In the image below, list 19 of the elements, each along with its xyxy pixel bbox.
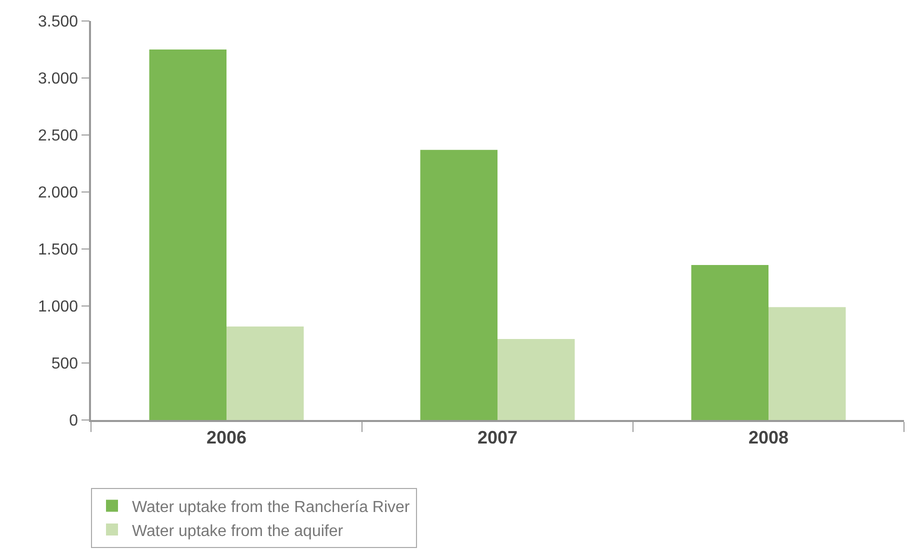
x-tick-label: 2007: [477, 427, 518, 448]
x-tick-label: 2006: [206, 427, 247, 448]
y-tick-label: 3.500: [38, 14, 78, 31]
y-tick-label: 0: [69, 412, 78, 430]
x-tick-label: 2008: [748, 427, 789, 448]
bar: [498, 339, 575, 420]
legend-label: Water uptake from the aquifer: [132, 522, 344, 540]
bar: [226, 326, 304, 420]
y-tick-label: 1.500: [38, 242, 78, 259]
bar: [420, 150, 498, 420]
y-tick-label: 2.000: [38, 184, 78, 202]
bar: [149, 50, 226, 420]
y-tick-label: 1.000: [38, 298, 78, 316]
legend-label: Water uptake from the Ranchería River: [132, 498, 410, 516]
y-tick-label: 2.500: [38, 128, 78, 145]
bar: [768, 307, 846, 420]
bar: [691, 264, 768, 420]
y-tick-label: 3.000: [38, 70, 78, 88]
y-tick-label: 500: [51, 356, 78, 373]
